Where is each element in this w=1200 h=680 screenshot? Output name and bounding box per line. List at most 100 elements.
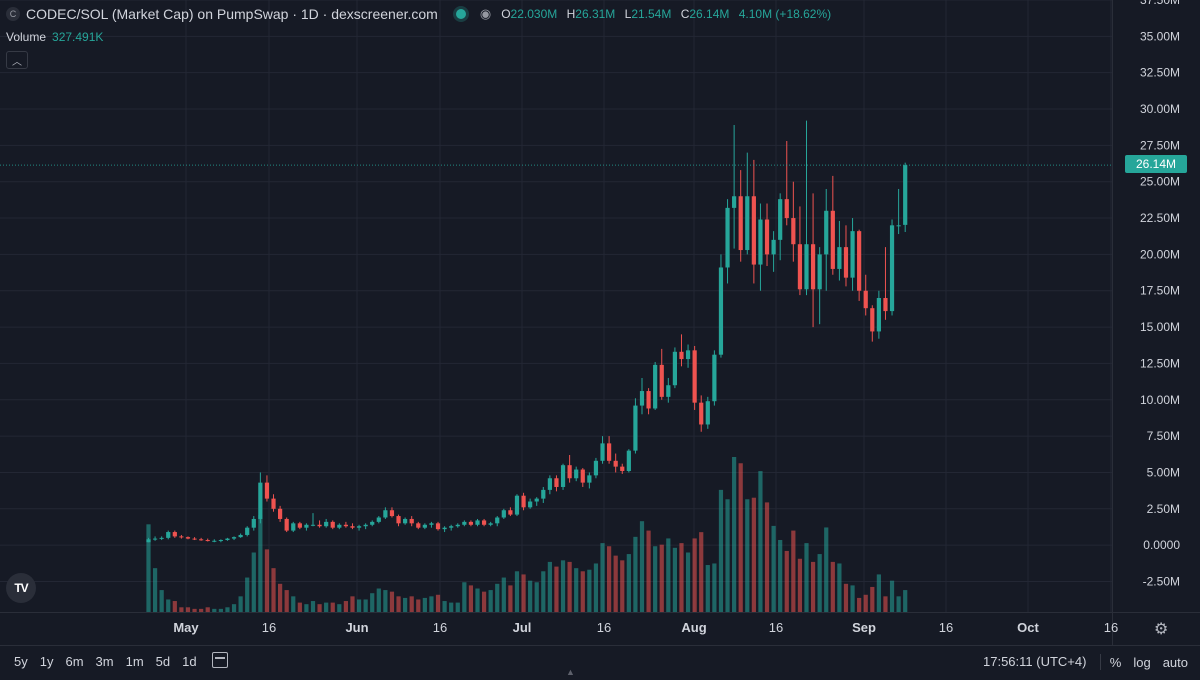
candle-body	[692, 350, 697, 403]
candle	[843, 225, 849, 287]
candle-body	[725, 207, 730, 268]
candle-body	[449, 526, 454, 528]
candle	[837, 220, 842, 281]
candle-body	[574, 469, 579, 479]
candle-body	[758, 219, 763, 265]
candle-body	[330, 521, 335, 528]
divider	[1099, 654, 1101, 670]
candle	[593, 457, 599, 479]
volume-bar	[613, 555, 618, 612]
volume-bar	[567, 561, 572, 612]
range-5y[interactable]: 5y	[14, 654, 28, 669]
volume-bar	[370, 593, 375, 612]
candle	[291, 521, 296, 533]
candle	[337, 523, 342, 530]
y-tick-label: 27.50M	[1140, 138, 1180, 152]
range-selector: 5y 1y 6m 3m 1m 5d 1d	[8, 654, 203, 669]
range-3m[interactable]: 3m	[95, 654, 114, 669]
candle-body	[205, 540, 210, 542]
y-tick-label: 12.50M	[1140, 356, 1180, 370]
candle	[797, 206, 803, 296]
x-tick-label: 16	[1104, 620, 1118, 635]
candle-body	[416, 523, 421, 528]
x-tick-label: Jul	[513, 620, 532, 635]
resize-grip-icon[interactable]: ▲	[566, 667, 575, 677]
volume-bar	[350, 596, 355, 612]
candle-body	[797, 244, 803, 290]
candle-body	[593, 460, 599, 476]
volume-bar	[699, 532, 704, 612]
candle	[613, 453, 618, 473]
candle	[468, 520, 474, 527]
candle-body	[429, 523, 434, 525]
candle-body	[409, 518, 414, 524]
range-1d[interactable]: 1d	[182, 654, 197, 669]
volume-bar	[488, 590, 493, 612]
gear-icon[interactable]: ⚙	[1154, 621, 1169, 638]
candle-body	[560, 465, 566, 487]
low-value: 21.54M	[631, 7, 672, 21]
volume-bar	[764, 502, 770, 612]
volume-legend: Volume 327.491K	[6, 30, 103, 44]
volume-bar	[633, 536, 638, 612]
range-6m[interactable]: 6m	[65, 654, 84, 669]
volume-bar	[705, 565, 710, 612]
volume-bar	[745, 499, 750, 612]
x-tick-label: 16	[262, 620, 276, 635]
clock-timezone[interactable]: 17:56:11 (UTC+4)	[983, 654, 1087, 669]
candle	[528, 498, 533, 509]
candle	[185, 536, 191, 540]
volume-bar	[646, 530, 651, 612]
volume-bar	[830, 561, 835, 612]
candle	[732, 125, 737, 249]
collapse-legend-button[interactable]: ︿	[6, 51, 28, 69]
candle-body	[238, 534, 243, 538]
candle-body	[554, 478, 559, 487]
range-1y[interactable]: 1y	[39, 654, 54, 669]
candle	[547, 475, 552, 495]
candle-body	[857, 231, 862, 291]
candle-body	[245, 527, 250, 535]
high-key: H	[566, 7, 576, 21]
volume-bar	[778, 539, 783, 612]
candle	[850, 218, 855, 291]
candle-body	[600, 443, 605, 461]
current-price-label: 26.14M	[1125, 155, 1187, 173]
eye-icon[interactable]: ◉	[479, 6, 492, 21]
volume-bar	[495, 583, 500, 612]
volume-bar	[468, 585, 474, 612]
symbol-title[interactable]: CODEC/SOL (Market Cap) on PumpSwap · 1D …	[26, 6, 438, 22]
volume-bar	[396, 596, 401, 612]
candle-body	[883, 298, 888, 312]
y-tick-label: 10.00M	[1140, 393, 1180, 407]
volume-bar	[593, 563, 599, 612]
volume-bar	[264, 549, 270, 612]
volume-bar	[883, 596, 888, 612]
candle	[146, 537, 151, 543]
volume-bar	[376, 588, 381, 612]
y-tick-label: 37.50M	[1140, 0, 1180, 7]
x-tick-label: Aug	[681, 620, 706, 635]
candle-body	[889, 225, 895, 312]
volume-bar	[271, 568, 276, 612]
volume-bar	[159, 590, 164, 612]
candle-body	[653, 364, 658, 409]
auto-toggle[interactable]: auto	[1162, 654, 1188, 670]
price-chart[interactable]: 37.50M 35.00M 32.50M 30.00M 27.50M 25.00M 22.5…	[0, 0, 1200, 645]
x-tick-label: 16	[769, 620, 783, 635]
log-toggle[interactable]: log	[1133, 654, 1151, 670]
range-1m[interactable]: 1m	[125, 654, 144, 669]
candle	[883, 247, 888, 320]
range-5d[interactable]: 5d	[155, 654, 171, 669]
low-key: L	[624, 7, 632, 21]
candle	[449, 524, 454, 531]
tradingview-logo-icon[interactable]: TV	[6, 573, 36, 603]
candle-body	[297, 523, 302, 528]
calendar-icon[interactable]	[212, 652, 228, 668]
candle	[462, 520, 467, 527]
volume-bar	[409, 596, 414, 612]
percent-toggle[interactable]: %	[1109, 654, 1122, 670]
candle-body	[166, 532, 171, 538]
volume-bar	[870, 586, 875, 612]
